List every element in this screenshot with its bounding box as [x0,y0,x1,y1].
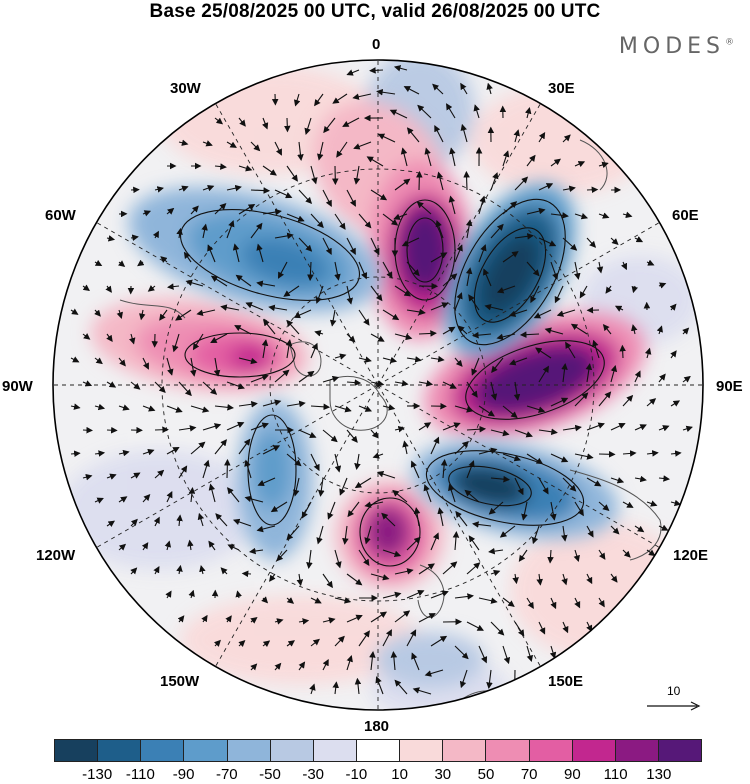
wind-arrow [587,190,597,191]
wind-arrow [227,460,228,478]
wind-arrow [622,346,623,358]
label-90w: 90W [2,378,33,395]
colorbar-tick-label: -10 [346,766,368,783]
colorbar-swatch [98,740,141,761]
wind-arrow [466,172,467,190]
label-180: 180 [364,718,389,735]
colorbar-tick-label: -130 [82,766,112,783]
label-60e: 60E [672,207,699,224]
label-120w: 120W [36,547,75,564]
colorbar-tick-label: 110 [604,766,628,783]
colorbar-swatch [271,740,314,761]
colorbar-swatch [357,740,400,761]
colorbar-swatch [314,740,357,761]
wind-arrow [419,172,420,190]
colorbar-tick-label: -110 [126,766,155,783]
wind-arrow [287,118,288,131]
reference-vector: 10 [645,684,705,714]
colorbar-tick-label: -70 [216,766,238,783]
label-150w: 150W [160,673,199,690]
colorbar-swatch [228,740,271,761]
colorbar-tick-label: 70 [521,766,538,783]
colorbar-tick-label: 10 [391,766,408,783]
colorbar-swatch [141,740,184,761]
colorbar-swatch [443,740,486,761]
wind-arrow [83,430,92,431]
label-60w: 60W [45,207,76,224]
colorbar-swatch [486,740,529,761]
colorbar-tick-label: -90 [173,766,195,783]
colorbar-swatch [659,740,701,761]
colorbar-tick-label: 130 [646,766,671,783]
colorbar-swatch [616,740,659,761]
colorbar [54,739,702,762]
colorbar-swatch [400,740,443,761]
colorbar-tick-label: -50 [259,766,281,783]
colorbar-swatch [184,740,227,761]
label-120e: 120E [673,547,708,564]
wind-arrow [370,70,383,71]
label-30e: 30E [548,80,575,97]
label-30w: 30W [170,80,201,97]
colorbar-swatch [530,740,573,761]
colorbar-tick-label: 30 [434,766,451,783]
colorbar-tick-label: -30 [302,766,324,783]
wind-arrow [155,430,168,431]
label-0: 0 [372,36,380,53]
label-90e: 90E [716,378,743,395]
colorbar-tick-label: 90 [564,766,581,783]
wind-arrow [107,430,117,431]
colorbar-ticks: -130 -110 -90 -70 -50 -30 -10 10 30 50 70 90 110 130 [54,766,702,784]
colorbar-swatch [573,740,616,761]
colorbar-tick-label: 50 [478,766,495,783]
wind-arrow [243,574,251,575]
label-150e: 150E [548,673,583,690]
colorbar-swatch [55,740,98,761]
